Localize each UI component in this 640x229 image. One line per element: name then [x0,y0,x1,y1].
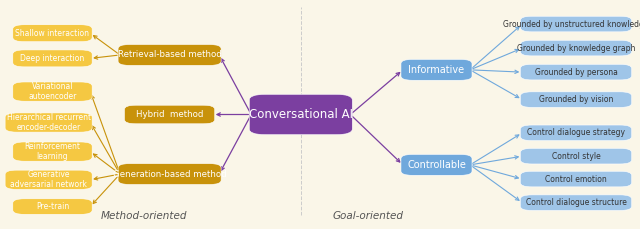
FancyBboxPatch shape [13,50,92,67]
FancyBboxPatch shape [13,25,92,42]
Text: Grounded by vision: Grounded by vision [539,95,613,104]
Text: Grounded by unstructured knowledge: Grounded by unstructured knowledge [503,19,640,29]
FancyBboxPatch shape [520,40,632,56]
Text: Pre-train: Pre-train [36,202,69,211]
Text: Conversational AI: Conversational AI [249,108,353,121]
FancyBboxPatch shape [124,105,215,124]
FancyBboxPatch shape [520,64,632,80]
Text: Control dialogue structure: Control dialogue structure [525,198,627,207]
Text: Goal-oriented: Goal-oriented [333,211,403,221]
Text: Grounded by knowledge graph: Grounded by knowledge graph [517,44,635,53]
Text: Hybrid  method: Hybrid method [136,110,204,119]
Text: Hierarchical recurrent
encoder-decoder: Hierarchical recurrent encoder-decoder [6,113,91,132]
Text: Informative: Informative [408,65,465,75]
Text: Controllable: Controllable [407,160,466,170]
Text: Shallow interaction: Shallow interaction [15,29,90,38]
Text: Deep interaction: Deep interaction [20,54,84,63]
FancyBboxPatch shape [520,171,632,187]
FancyBboxPatch shape [249,94,352,135]
Text: Control emotion: Control emotion [545,174,607,184]
Text: Grounded by persona: Grounded by persona [534,68,618,77]
FancyBboxPatch shape [118,45,221,65]
Text: Retrieval-based method: Retrieval-based method [118,50,221,60]
FancyBboxPatch shape [401,60,472,80]
Text: Method-oriented: Method-oriented [100,211,188,221]
FancyBboxPatch shape [13,199,92,214]
Text: Control style: Control style [552,152,600,161]
FancyBboxPatch shape [520,16,632,32]
Text: Control dialogue strategy: Control dialogue strategy [527,128,625,137]
FancyBboxPatch shape [520,195,632,210]
Text: Generation-based method: Generation-based method [113,169,227,179]
Text: Generative
adversarial network: Generative adversarial network [10,170,87,189]
FancyBboxPatch shape [520,92,632,107]
FancyBboxPatch shape [5,170,92,189]
FancyBboxPatch shape [520,148,632,164]
FancyBboxPatch shape [118,164,221,185]
Text: Variational
autoencoder: Variational autoencoder [28,82,77,101]
FancyBboxPatch shape [13,142,92,161]
FancyBboxPatch shape [5,113,92,132]
Text: Reinforcement
learning: Reinforcement learning [24,142,81,161]
FancyBboxPatch shape [13,82,92,101]
FancyBboxPatch shape [520,125,632,141]
FancyBboxPatch shape [401,154,472,175]
